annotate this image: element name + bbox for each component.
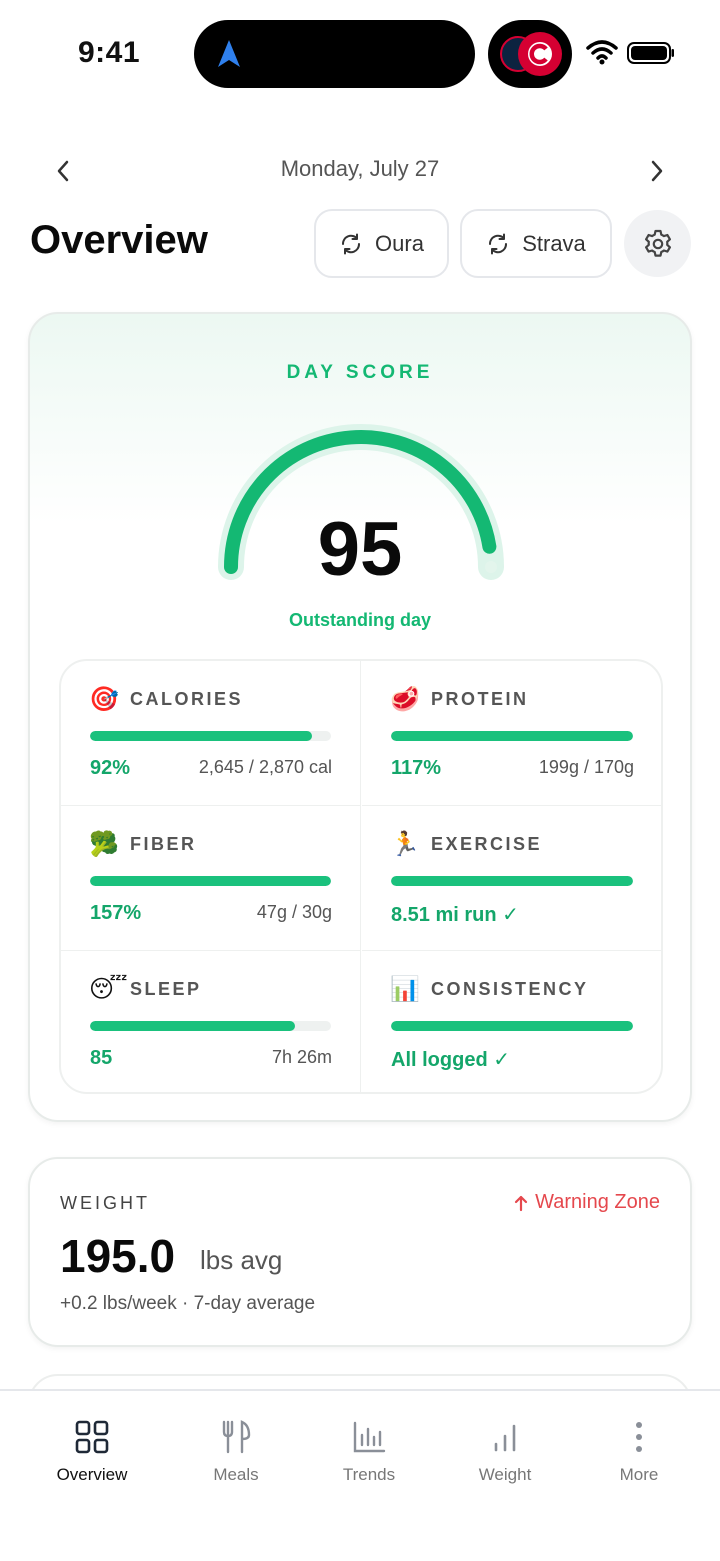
progress-fill	[391, 731, 633, 741]
tab-label: Meals	[213, 1465, 259, 1484]
live-activity-scores[interactable]	[488, 20, 572, 88]
metric-status: All logged ✓	[391, 1049, 510, 1071]
progress-bar	[90, 731, 331, 741]
progress-bar	[391, 1021, 633, 1031]
chevron-right-icon	[651, 160, 663, 182]
metric-sleep[interactable]: 😴 SLEEP 85 7h 26m	[61, 951, 361, 1092]
navigation-arrow-icon	[218, 40, 240, 67]
metric-name: EXERCISE	[431, 834, 543, 854]
weight-unit: lbs avg	[200, 1245, 283, 1275]
sync-strava-label: Strava	[522, 230, 586, 256]
meat-icon: 🥩	[390, 686, 420, 713]
team-logo-icon	[518, 32, 562, 76]
weight-value: 195.0	[60, 1230, 176, 1282]
more-vertical-icon	[636, 1422, 642, 1452]
gauge-progress-arc	[224, 430, 497, 574]
grid-icon	[75, 1420, 109, 1454]
target-icon: 🎯	[89, 686, 119, 713]
weight-card[interactable]: WEIGHT Warning Zone 195.0 lbs avg +0.2 l…	[28, 1157, 692, 1347]
metric-percent: 157%	[90, 902, 142, 924]
weight-label: WEIGHT	[60, 1193, 150, 1213]
sync-oura-label: Oura	[375, 230, 424, 256]
progress-fill	[90, 876, 331, 886]
bar-chart-icon: 📊	[390, 976, 420, 1003]
chevron-left-icon	[57, 160, 69, 182]
date-navigator: Monday, July 27	[0, 150, 720, 192]
metric-status: 8.51 mi run ✓	[391, 904, 519, 926]
day-score-label: DAY SCORE	[286, 362, 434, 383]
day-score-gauge	[218, 424, 504, 580]
current-date: Monday, July 27	[280, 156, 440, 181]
tab-label: More	[619, 1465, 659, 1484]
gear-icon	[644, 229, 671, 257]
previous-day-button[interactable]	[46, 154, 80, 188]
tab-meals[interactable]: Meals	[176, 1419, 296, 1489]
signal-bars-icon	[494, 1424, 516, 1452]
gauge-end-cap	[485, 561, 497, 573]
metric-consistency[interactable]: 📊 CONSISTENCY All logged ✓	[362, 951, 661, 1092]
metric-name: FIBER	[130, 834, 197, 854]
progress-fill	[90, 1021, 295, 1031]
progress-fill	[90, 731, 312, 741]
refresh-icon	[342, 233, 361, 254]
tab-label: Overview	[56, 1465, 128, 1484]
sleeping-face-icon: 😴	[89, 976, 128, 1003]
metric-detail: 199g / 170g	[538, 757, 634, 777]
metrics-grid: 🎯 CALORIES 92% 2,645 / 2,870 cal 🥩 PROTE…	[59, 659, 663, 1094]
progress-fill	[391, 1021, 633, 1031]
day-score-caption: Outstanding day	[288, 610, 431, 630]
bar-chart-icon	[353, 1421, 386, 1453]
sync-oura-button[interactable]: Oura	[314, 209, 449, 278]
refresh-icon	[489, 233, 508, 254]
metric-detail: 7h 26m	[271, 1047, 332, 1067]
tab-trends[interactable]: Trends	[309, 1419, 429, 1489]
tab-more[interactable]: More	[579, 1419, 699, 1489]
metric-calories[interactable]: 🎯 CALORIES 92% 2,645 / 2,870 cal	[61, 661, 361, 806]
metric-name: CALORIES	[130, 689, 244, 709]
status-time: 9:41	[78, 36, 141, 69]
day-score-card[interactable]: DAY SCORE 95 Outstanding day 🎯 CALORIES …	[28, 312, 692, 1122]
warning-text: Warning Zone	[535, 1191, 660, 1213]
progress-bar	[90, 1021, 331, 1031]
metric-percent: 117%	[391, 757, 442, 779]
metric-exercise[interactable]: 🏃 EXERCISE 8.51 mi run ✓	[362, 806, 661, 951]
broccoli-icon: 🥦	[89, 831, 119, 858]
tab-weight[interactable]: Weight	[445, 1419, 565, 1489]
progress-bar	[90, 876, 331, 886]
arrow-up-icon	[515, 1195, 528, 1211]
metric-score: 85	[90, 1047, 113, 1069]
settings-button[interactable]	[624, 210, 691, 277]
dynamic-island	[194, 20, 475, 88]
progress-bar	[391, 731, 633, 741]
next-day-button[interactable]	[640, 154, 674, 188]
title-row: Overview Oura Strava	[0, 208, 720, 280]
wifi-icon	[586, 40, 618, 65]
metric-name: CONSISTENCY	[431, 979, 589, 999]
battery-icon	[627, 42, 674, 64]
tab-label: Trends	[342, 1465, 396, 1484]
tab-label: Weight	[478, 1465, 532, 1484]
sync-strava-button[interactable]: Strava	[460, 209, 612, 278]
metric-detail: 47g / 30g	[256, 902, 332, 922]
runner-icon: 🏃	[390, 831, 420, 858]
metric-name: PROTEIN	[431, 689, 529, 709]
progress-bar	[391, 876, 633, 886]
metric-protein[interactable]: 🥩 PROTEIN 117% 199g / 170g	[362, 661, 661, 806]
tab-overview[interactable]: Overview	[32, 1419, 152, 1489]
progress-fill	[391, 876, 633, 886]
metric-detail: 2,645 / 2,870 cal	[198, 757, 332, 777]
day-score-value: 95	[317, 507, 403, 592]
metric-percent: 92%	[90, 757, 131, 779]
status-bar: 9:41	[0, 0, 720, 110]
weight-trend: +0.2 lbs/week · 7-day average	[60, 1293, 316, 1314]
page-title: Overview	[30, 218, 208, 262]
metric-fiber[interactable]: 🥦 FIBER 157% 47g / 30g	[61, 806, 361, 951]
utensils-icon	[222, 1420, 251, 1454]
bottom-tab-bar: Overview Meals Trends	[0, 1389, 720, 1561]
warning-badge: Warning Zone	[513, 1191, 660, 1214]
metric-name: SLEEP	[130, 979, 202, 999]
